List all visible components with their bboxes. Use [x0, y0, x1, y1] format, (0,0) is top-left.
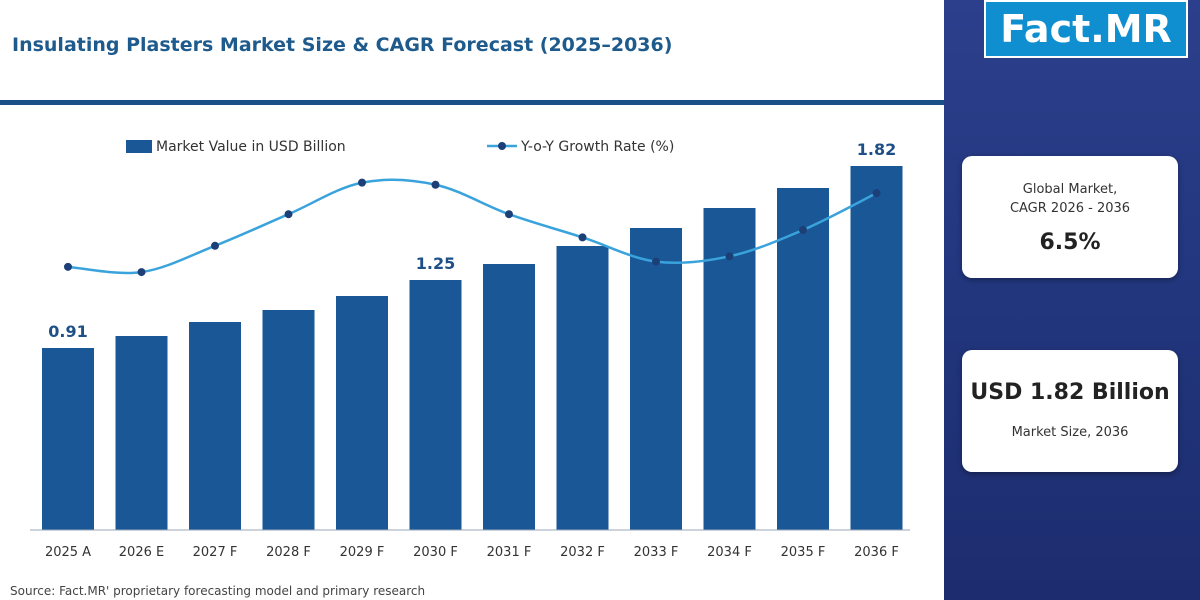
x-tick-label: 2028 F [266, 545, 311, 560]
bar [703, 208, 756, 530]
x-tick-label: 2032 F [560, 545, 605, 560]
bar [189, 322, 241, 530]
growth-point [284, 210, 293, 219]
growth-point [872, 189, 881, 198]
legend-line-label: Y-o-Y Growth Rate (%) [520, 139, 674, 155]
x-tick-label: 2033 F [634, 545, 679, 560]
growth-point [799, 226, 807, 234]
growth-line [67, 178, 878, 275]
brand-logo: Fact.MR [984, 0, 1188, 58]
growth-point [578, 233, 587, 242]
growth-point [211, 241, 219, 250]
bar [42, 348, 94, 530]
cagr-value: 6.5% [1039, 229, 1101, 255]
market-size-value: USD 1.82 Billion [970, 380, 1170, 405]
growth-point [431, 180, 440, 189]
x-tick-label: 2035 F [781, 545, 826, 560]
source-note: Source: Fact.MR' proprietary forecasting… [10, 584, 426, 598]
x-tick-label: 2029 F [340, 545, 385, 560]
growth-point [505, 210, 513, 219]
bar [409, 280, 462, 530]
bar [483, 264, 535, 530]
legend-line-marker [498, 142, 506, 150]
x-tick-label: 2026 E [119, 545, 164, 560]
growth-point [358, 178, 366, 187]
x-tick-label: 2034 F [707, 545, 752, 560]
summary-sidebar [944, 0, 1200, 600]
market-size-card: USD 1.82 Billion Market Size, 2036 [962, 350, 1178, 472]
data-label: 1.82 [857, 140, 896, 159]
bar [777, 188, 829, 530]
data-label: 1.25 [416, 254, 455, 273]
x-tick-label: 2036 F [854, 545, 899, 560]
bar [115, 336, 168, 530]
x-tick-label: 2027 F [193, 545, 238, 560]
market-size-caption: Market Size, 2036 [1011, 425, 1129, 440]
x-tick-label: 2025 A [45, 545, 91, 560]
title-divider [0, 100, 944, 105]
growth-point [137, 268, 146, 277]
legend-bar-swatch [126, 140, 152, 153]
x-tick-label: 2031 F [487, 545, 532, 560]
bar [336, 296, 388, 530]
logo-text: Fact.MR [986, 2, 1186, 56]
chart-title: Insulating Plasters Market Size & CAGR F… [12, 34, 673, 56]
growth-point [725, 252, 734, 261]
cagr-caption: Global Market, CAGR 2026 - 2036 [1009, 181, 1131, 216]
growth-point [652, 257, 660, 266]
x-tick-label: 2030 F [413, 545, 458, 560]
bar-line-chart: 2025 A 2026 E 2027 F 2028 F 2029 F 2030 F 2031… [30, 139, 910, 560]
bar [630, 228, 682, 530]
data-label: 0.91 [48, 322, 87, 341]
growth-point [64, 262, 72, 271]
legend-bar-label: Market Value in USD Billion [156, 139, 346, 155]
bar [556, 246, 609, 530]
bar [262, 310, 315, 530]
bar [850, 166, 903, 530]
cagr-card: Global Market, CAGR 2026 - 2036 6.5% [962, 156, 1178, 278]
